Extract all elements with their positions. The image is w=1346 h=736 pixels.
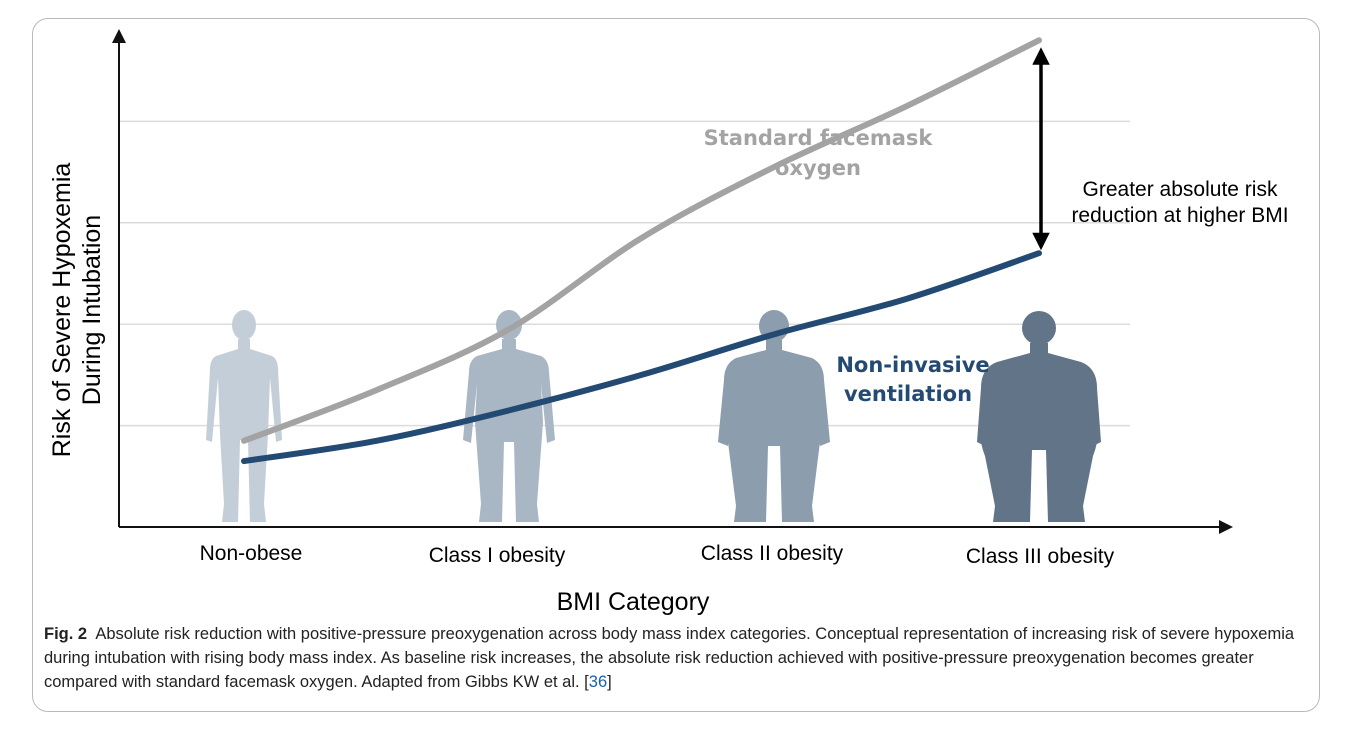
series-label-niv-line1: Non-invasive [836,353,989,377]
series-line-non-invasive-ventilation [241,250,1042,465]
silhouette-non-obese [206,310,282,522]
x-axis-label: BMI Category [557,588,710,616]
body-silhouettes [206,310,1101,522]
series-label-standard-line1: Standard facemask [704,126,934,150]
caption-text: Absolute risk reduction with positive-pr… [44,625,1295,691]
annotation-line1: Greater absolute risk [1083,178,1278,201]
x-tick-non-obese: Non-obese [200,542,303,565]
x-tick-class-iii-obesity: Class III obesity [966,545,1115,568]
x-tick-class-i-obesity: Class I obesity [429,544,566,567]
caption-reference-link[interactable]: 36 [588,673,608,691]
y-axis-label-line1: Risk of Severe Hypoxemia [48,163,76,458]
series-line-standard-facemask [241,37,1042,444]
figure-caption: Fig. 2 Absolute risk reduction with posi… [44,622,1304,694]
series-label-standard-line2: oxygen [775,156,861,180]
annotation-line2: reduction at higher BMI [1071,204,1288,227]
x-tick-labels: Non-obese Class I obesity Class II obesity… [200,542,1115,568]
silhouette-class-ii-obesity [718,310,830,522]
figure-label: Fig. 2 [44,625,88,643]
x-tick-class-ii-obesity: Class II obesity [701,542,844,565]
silhouette-class-iii-obesity [977,311,1101,522]
series-lines [241,37,1042,465]
series-label-niv-line2: ventilation [844,382,972,406]
risk-chart: Standard facemask oxygen Non-invasive ve… [48,29,1289,616]
y-axis-label-line2: During Intubation [78,215,106,405]
caption-closing-bracket: ] [607,673,612,691]
